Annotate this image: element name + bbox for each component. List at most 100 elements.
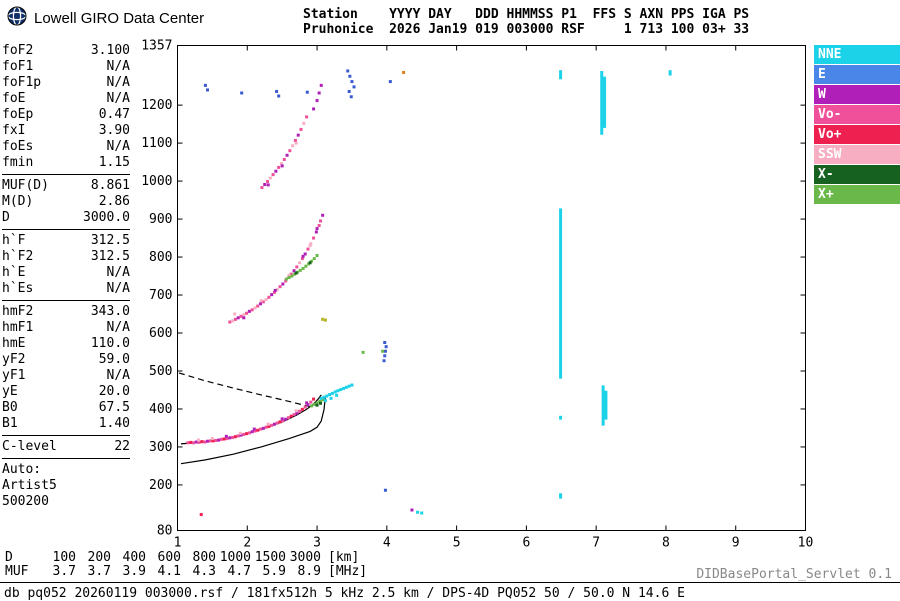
- echo-point: [203, 83, 207, 87]
- echo-point: [301, 254, 305, 258]
- legend-item-vo: Vo-: [814, 105, 900, 124]
- param-row-md: M(D) 2.86: [2, 194, 130, 210]
- param-row-yf1: yF1 N/A: [2, 368, 130, 384]
- echo-point: [219, 437, 223, 441]
- echo-point: [211, 439, 215, 443]
- y-tick-label: 200: [149, 478, 172, 493]
- echo-point: [287, 276, 291, 280]
- legend-item-e: E: [814, 65, 900, 84]
- param-label: h`F: [2, 233, 26, 248]
- param-label: D: [2, 210, 10, 225]
- echo-point: [402, 70, 406, 74]
- echo-point: [288, 149, 292, 153]
- echo-point: [228, 320, 232, 324]
- echo-point: [298, 409, 302, 413]
- echo-point: [383, 349, 387, 353]
- echo-point: [348, 74, 352, 78]
- echo-point: [275, 421, 279, 425]
- echo-point: [233, 312, 237, 316]
- echo-point: [206, 439, 210, 443]
- echo-point: [303, 405, 307, 409]
- echo-point: [272, 422, 276, 426]
- muf-value: 4.1: [157, 564, 181, 579]
- y-tick-label: 800: [149, 250, 172, 265]
- echo-point: [233, 435, 237, 439]
- muf-value: 3.7: [87, 564, 111, 579]
- echo-point: [308, 261, 312, 265]
- param-label: foEp: [2, 107, 34, 122]
- echo-point: [315, 99, 319, 103]
- muf-value: 4.3: [192, 564, 216, 579]
- echo-point: [309, 259, 313, 263]
- param-row-foep: foEp 0.47: [2, 107, 130, 123]
- echo-point: [318, 399, 322, 403]
- param-value: 3.100: [90, 43, 130, 58]
- param-value: N/A: [106, 368, 130, 383]
- status-bar: db pq052 20260119 003000.rsf / 181fx512h…: [4, 586, 685, 601]
- muf-value: 400: [122, 550, 146, 565]
- echo-point: [192, 441, 196, 445]
- param-row-he: h`E N/A: [2, 265, 130, 281]
- echo-point: [347, 384, 351, 388]
- echo-point: [284, 417, 288, 421]
- echo-point: [302, 121, 306, 125]
- echo-point: [361, 350, 365, 354]
- echo-point: [350, 383, 354, 387]
- echo-point: [239, 433, 243, 437]
- legend-item-x: X-: [814, 165, 900, 184]
- servlet-version: DIDBasePortal_Servlet 0.1: [696, 567, 892, 582]
- echo-point: [383, 354, 387, 358]
- echo-point: [261, 426, 265, 430]
- autoscale-line: Artist5: [2, 478, 130, 494]
- y-tick-label: 1000: [141, 174, 172, 189]
- echo-point: [239, 314, 243, 318]
- echo-point: [290, 274, 294, 278]
- param-row-hf: h`F 312.5: [2, 233, 130, 249]
- muf-value: 3.7: [52, 564, 76, 579]
- y-tick-label: 400: [149, 402, 172, 417]
- param-label: h`Es: [2, 281, 34, 296]
- echo-point: [298, 268, 302, 272]
- echo-point: [296, 133, 300, 137]
- echo-point: [200, 440, 204, 444]
- echo-point: [242, 432, 246, 436]
- param-label: foE: [2, 91, 26, 106]
- echo-point: [197, 440, 201, 444]
- echo-point: [233, 317, 237, 321]
- station-header-line1: Station YYYY DAY DDD HHMMSS P1 FFS S AXN…: [303, 7, 750, 22]
- y-tick-label: 300: [149, 440, 172, 455]
- echo-point: [242, 313, 246, 317]
- param-value: N/A: [106, 75, 130, 90]
- echo-point: [236, 316, 240, 320]
- param-row-d: D 3000.0: [2, 210, 130, 226]
- legend-item-nne: NNE: [814, 45, 900, 64]
- echo-point: [281, 282, 285, 286]
- echo-point: [312, 236, 316, 240]
- parameter-group: hmF2 343.0 hmF1 N/A hmE 110.0 yF2 59.0 yF1 N/A yE 2…: [2, 301, 130, 436]
- echo-point: [289, 414, 293, 418]
- echo-point: [295, 265, 299, 269]
- param-row-foe: foE N/A: [2, 91, 130, 107]
- param-row-hme: hmE 110.0: [2, 336, 130, 352]
- echo-point: [275, 89, 279, 93]
- echo-point: [294, 409, 298, 413]
- muf-value: 8.9: [297, 564, 321, 579]
- echo-point: [238, 431, 242, 435]
- echo-point: [410, 508, 414, 512]
- echo-point: [315, 254, 319, 258]
- echo-point: [317, 224, 321, 228]
- echo-point: [270, 423, 274, 427]
- echo-point: [317, 91, 321, 95]
- param-label: fmin: [2, 155, 34, 170]
- echo-point: [305, 90, 309, 94]
- echo-point: [259, 302, 263, 306]
- x-tick-label: 8: [662, 536, 670, 551]
- echo-point: [231, 319, 235, 323]
- echo-point: [284, 277, 288, 281]
- echo-point: [222, 437, 226, 441]
- echo-point: [306, 247, 310, 251]
- echo-point: [309, 404, 313, 408]
- y-tick-label: 1357: [141, 39, 172, 54]
- echo-point: [321, 213, 325, 217]
- param-value: 2.86: [98, 194, 130, 209]
